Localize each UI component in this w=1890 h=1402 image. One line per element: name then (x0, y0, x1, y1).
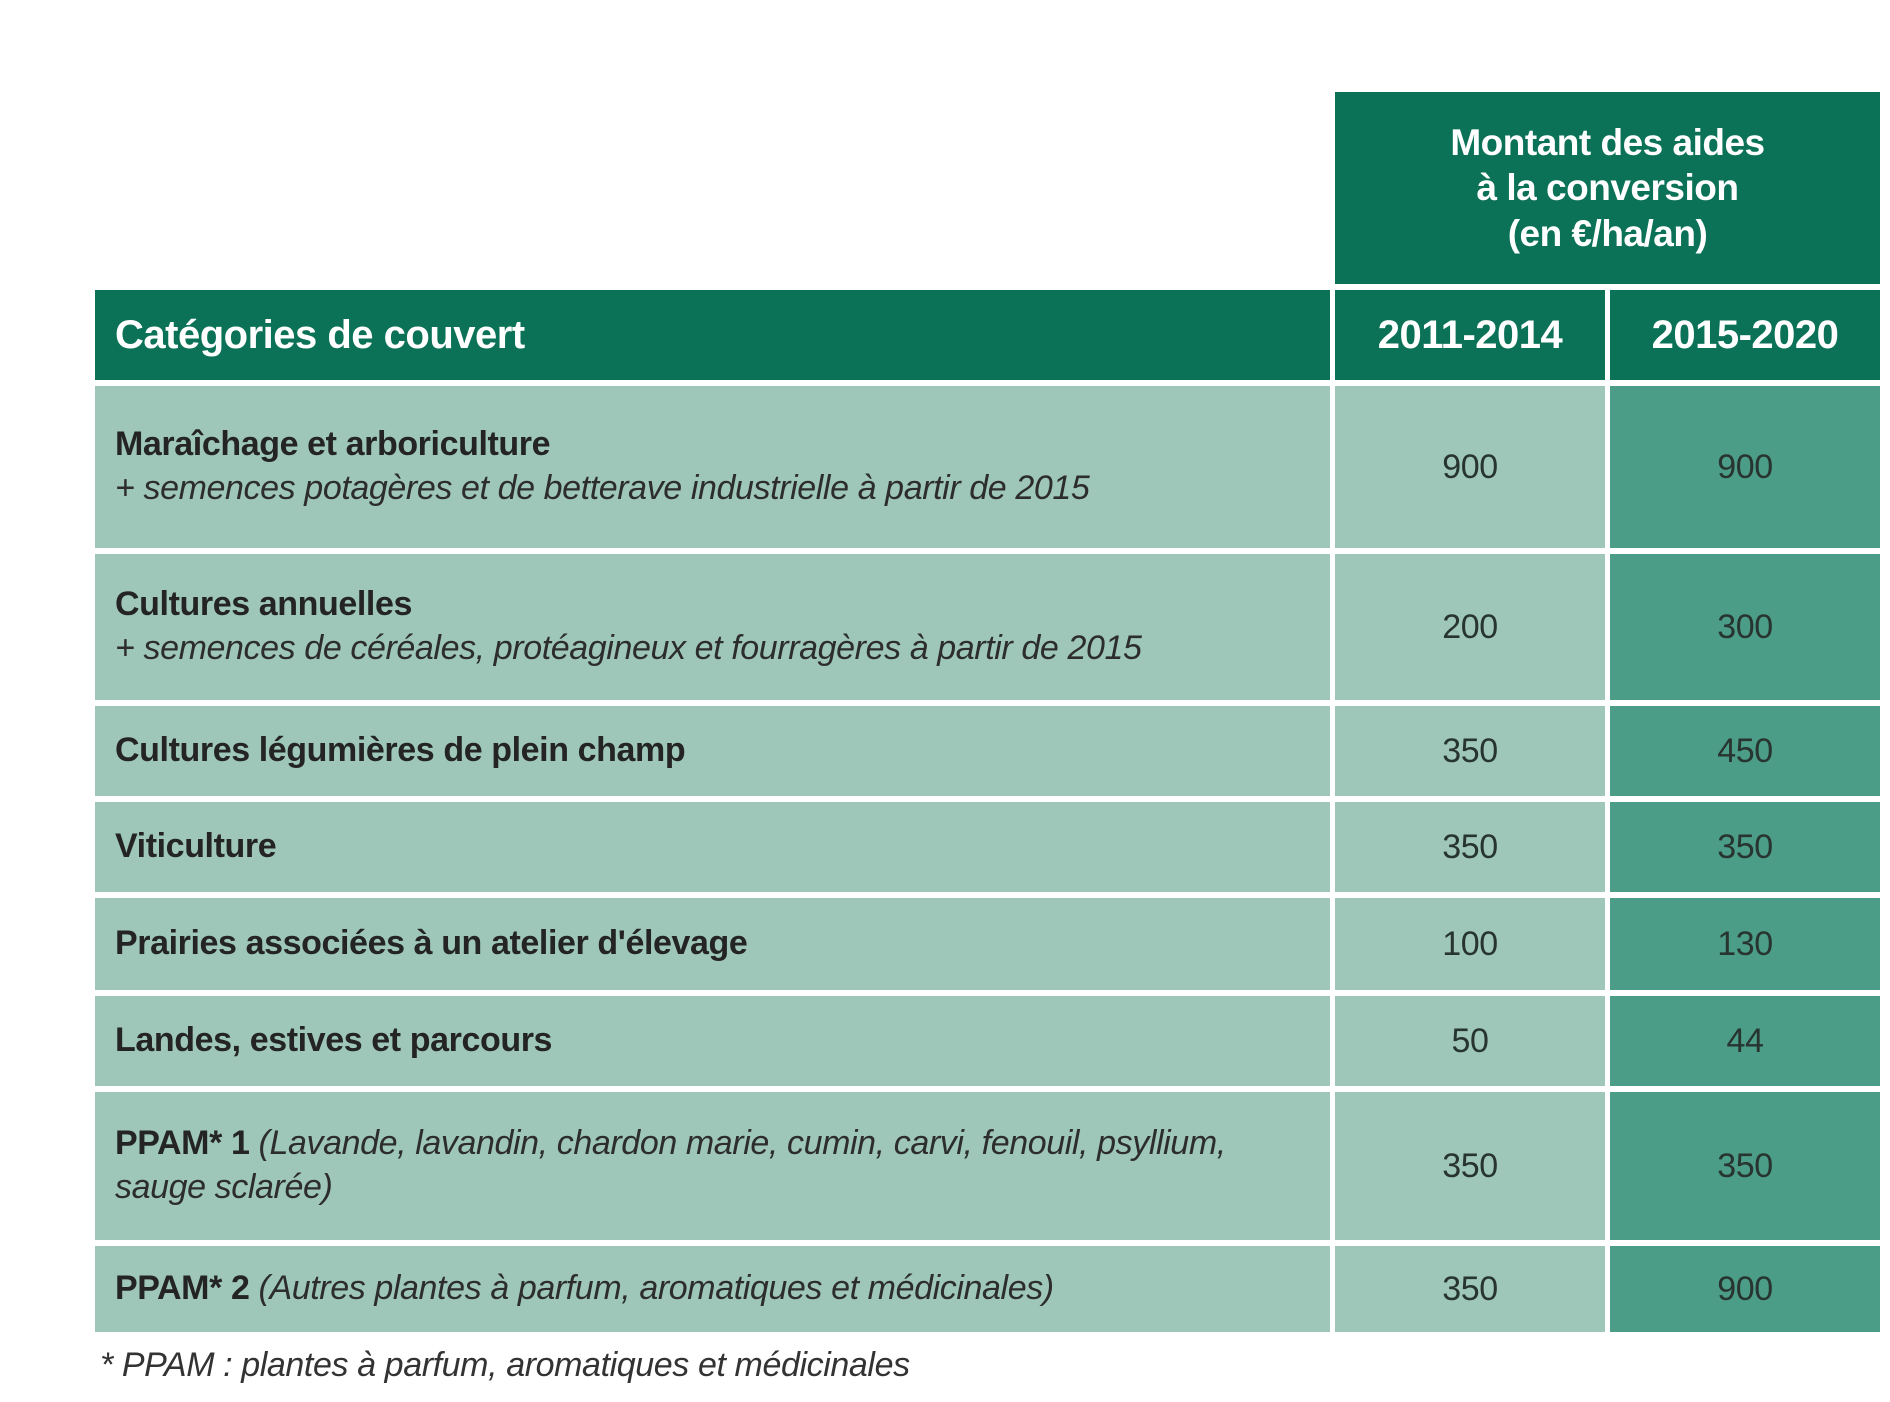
row-category-paragraph: PPAM* 1 (Lavande, lavandin, chardon mari… (115, 1122, 1316, 1209)
conversion-aid-table: Montant des aides à la conversion (en €/… (95, 92, 1880, 1332)
row-category-cultures-legumieres: Cultures légumières de plein champ (95, 706, 1330, 796)
row-category-landes: Landes, estives et parcours (95, 996, 1330, 1086)
col-header-category: Catégories de couvert (95, 290, 1330, 380)
row-category-ppam-2: PPAM* 2 (Autres plantes à parfum, aromat… (95, 1246, 1330, 1332)
value-2015-landes: 44 (1610, 996, 1880, 1086)
value-2011-cultures-legumieres: 350 (1335, 706, 1605, 796)
row-category-name: Maraîchage et arboriculture (115, 425, 551, 464)
row-category-cultures-annuelles: Cultures annuelles + semences de céréale… (95, 554, 1330, 700)
value-2015-viticulture: 350 (1610, 802, 1880, 892)
value-2015-ppam-2: 900 (1610, 1246, 1880, 1332)
row-category-prairies: Prairies associées à un atelier d'élevag… (95, 898, 1330, 990)
ppam-footnote: * PPAM : plantes à parfum, aromatiques e… (100, 1346, 910, 1384)
row-category-name: Cultures légumières de plein champ (115, 731, 686, 770)
value-2011-landes: 50 (1335, 996, 1605, 1086)
amount-header: Montant des aides à la conversion (en €/… (1335, 92, 1880, 284)
value-2015-ppam-1: 350 (1610, 1092, 1880, 1240)
row-category-note: (Lavande, lavandin, chardon marie, cumin… (115, 1124, 1226, 1206)
row-category-name: Viticulture (115, 827, 277, 866)
row-category-name: PPAM* 2 (115, 1269, 250, 1308)
col-header-category-label: Catégories de couvert (115, 312, 525, 357)
col-header-2015-2020: 2015-2020 (1610, 290, 1880, 380)
top-left-spacer (95, 92, 1330, 284)
row-category-paragraph: PPAM* 2 (Autres plantes à parfum, aromat… (115, 1267, 1316, 1311)
value-2011-maraichage: 900 (1335, 386, 1605, 548)
row-category-maraichage: Maraîchage et arboriculture + semences p… (95, 386, 1330, 548)
value-2015-cultures-legumieres: 450 (1610, 706, 1880, 796)
row-category-note: (Autres plantes à parfum, aromatiques et… (258, 1269, 1055, 1308)
value-2015-prairies: 130 (1610, 898, 1880, 990)
row-category-name: Cultures annuelles (115, 585, 412, 624)
row-category-name: Landes, estives et parcours (115, 1021, 553, 1060)
value-2011-cultures-annuelles: 200 (1335, 554, 1605, 700)
value-2011-ppam-1: 350 (1335, 1092, 1605, 1240)
row-category-viticulture: Viticulture (95, 802, 1330, 892)
row-category-name: PPAM* 1 (115, 1124, 250, 1163)
row-category-note: + semences de céréales, protéagineux et … (115, 629, 1142, 667)
value-2015-cultures-annuelles: 300 (1610, 554, 1880, 700)
value-2011-ppam-2: 350 (1335, 1246, 1605, 1332)
col-header-2011-2014-label: 2011-2014 (1377, 312, 1563, 357)
amount-header-line3: (en €/ha/an) (1507, 212, 1708, 254)
value-2015-maraichage: 900 (1610, 386, 1880, 548)
col-header-2011-2014: 2011-2014 (1335, 290, 1605, 380)
value-2011-prairies: 100 (1335, 898, 1605, 990)
row-category-ppam-1: PPAM* 1 (Lavande, lavandin, chardon mari… (95, 1092, 1330, 1240)
col-header-2015-2020-label: 2015-2020 (1651, 312, 1839, 357)
amount-header-line2: à la conversion (1476, 167, 1739, 209)
amount-header-line1: Montant des aides (1450, 122, 1765, 164)
row-category-note: + semences potagères et de betterave ind… (115, 469, 1090, 507)
value-2011-viticulture: 350 (1335, 802, 1605, 892)
row-category-name: Prairies associées à un atelier d'élevag… (115, 924, 748, 963)
